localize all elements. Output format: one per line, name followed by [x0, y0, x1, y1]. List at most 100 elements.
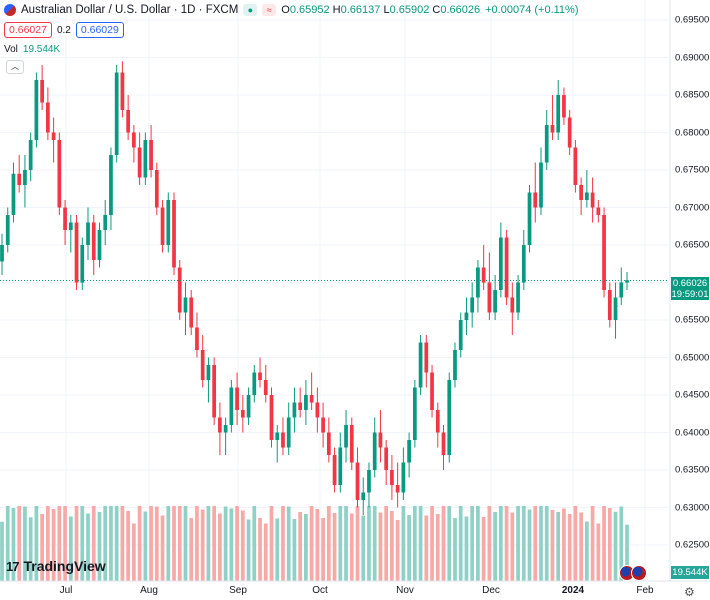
volume-bar [269, 506, 274, 581]
candle-body [51, 132, 56, 140]
volume-bar [137, 506, 142, 581]
volume-label[interactable]: Vol [4, 44, 18, 55]
volume-bar [516, 506, 520, 581]
volume-bar [567, 514, 572, 581]
volume-bar [309, 506, 314, 581]
candle-body [567, 117, 572, 148]
volume-bar [200, 509, 205, 581]
ohlc-key: H [332, 4, 341, 16]
candle-body [86, 222, 90, 245]
candle-body [321, 417, 325, 433]
event-flags[interactable] [619, 565, 647, 581]
candle-body [367, 470, 371, 493]
volume-bar [109, 506, 113, 581]
ohlc-value: 0.66026 [440, 4, 481, 16]
volume-bar [114, 506, 119, 581]
symbol-title[interactable]: Australian Dollar / U.S. Dollar · 1D · F… [21, 4, 239, 16]
volume-bar [395, 520, 400, 581]
candle-body [596, 207, 601, 215]
volume-bar [435, 514, 440, 581]
volume-bar [596, 523, 601, 581]
candle-body [562, 95, 566, 118]
candle-body [223, 425, 228, 433]
gear-icon[interactable]: ⚙ [684, 585, 695, 599]
volume-bar [132, 523, 136, 581]
candle-body [109, 155, 113, 215]
price-tick-label: 0.63000 [675, 502, 710, 513]
volume-bar [304, 514, 308, 581]
candle-body [464, 312, 469, 320]
bar-countdown: 19:59:01 [671, 289, 709, 300]
price-tick-label: 0.65000 [675, 352, 710, 363]
time-tick-label: 2024 [561, 585, 585, 596]
candle-body [132, 132, 136, 148]
candle-body [160, 207, 165, 245]
candle-body [619, 282, 624, 298]
candle-body [625, 280, 629, 283]
candle-body [23, 170, 27, 185]
price-tick-label: 0.64000 [675, 427, 710, 438]
volume-bar [361, 515, 366, 581]
volume-bar [160, 515, 165, 581]
volume-bars [0, 506, 629, 581]
tradingview-logo[interactable]: 17 TradingView [6, 558, 106, 574]
volume-bar [86, 513, 90, 581]
volume-bar [91, 506, 96, 581]
candle-body [344, 425, 348, 448]
volume-value: 19.544K [22, 44, 61, 55]
volume-bar [521, 506, 526, 581]
volume-bar [562, 508, 566, 581]
eye-icon[interactable]: ● [243, 4, 258, 16]
candles [0, 61, 629, 515]
settings-wave-icon[interactable]: ≈ [262, 4, 277, 16]
candle-body [527, 192, 532, 245]
volume-bar [57, 506, 62, 581]
candle-body [338, 447, 343, 485]
volume-bar [510, 512, 515, 581]
time-tick-label: Sep [229, 585, 247, 596]
candle-body [476, 267, 480, 298]
candle-body [361, 492, 366, 500]
ohlc-value: 0.65952 [289, 4, 333, 16]
candle-body [493, 290, 497, 313]
volume-bar [401, 506, 406, 581]
price-tick-label: 0.67500 [675, 164, 710, 176]
last-price-value: 0.66026 [672, 278, 708, 289]
volume-bar [183, 506, 188, 581]
volume-bar [240, 510, 245, 581]
flag-icon[interactable] [631, 565, 647, 581]
volume-bar [281, 506, 285, 581]
candle-body [573, 147, 578, 185]
tradingview-logo-icon: 17 [6, 558, 20, 574]
candle-body [68, 222, 73, 230]
price-tick-label: 0.66500 [675, 239, 710, 251]
volume-bar [51, 509, 56, 581]
candle-body [550, 125, 555, 133]
candle-body [441, 432, 446, 455]
volume-bar [367, 506, 371, 581]
volume-bar [470, 506, 475, 581]
candle-body [74, 222, 79, 283]
candle-body [281, 432, 285, 448]
volume-bar [355, 506, 360, 581]
buy-price-button[interactable]: 0.66029 [75, 22, 124, 38]
candle-body [17, 173, 22, 185]
candle-body [57, 140, 62, 208]
volume-bar [487, 506, 492, 581]
volume-bar [344, 506, 348, 581]
candle-body [229, 387, 234, 425]
candle-body [154, 170, 159, 208]
volume-bar [143, 511, 148, 581]
ohlc-key: C [432, 4, 441, 16]
candle-body [5, 215, 10, 245]
chevron-up-icon[interactable]: ︿ [6, 60, 24, 74]
candle-body [516, 282, 520, 313]
time-tick-label: Dec [482, 585, 500, 596]
sell-price-button[interactable]: 0.66027 [4, 22, 52, 38]
candle-body [46, 102, 50, 133]
candle-body [206, 365, 211, 380]
volume-bar [625, 524, 629, 581]
candle-body [292, 402, 297, 418]
volume-bar [453, 518, 457, 581]
